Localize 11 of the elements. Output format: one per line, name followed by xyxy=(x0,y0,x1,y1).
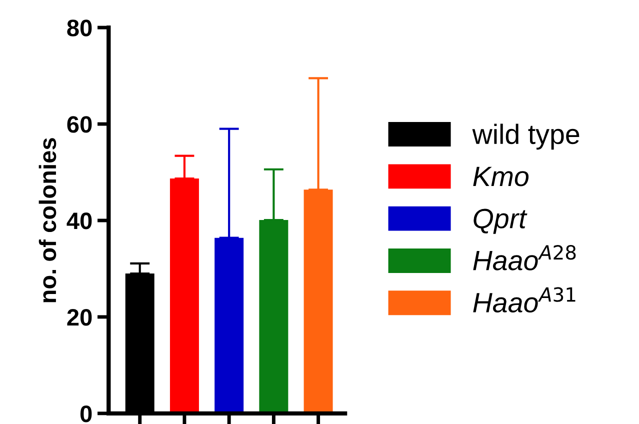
y-tick-label: 40 xyxy=(66,212,92,230)
legend-label: Qprt xyxy=(474,208,528,234)
y-axis-title: no. of colonies xyxy=(38,138,56,302)
legend-label: wild type xyxy=(472,124,580,150)
legend-label: Kmo xyxy=(473,166,529,186)
y-tick-label: 0 xyxy=(80,405,92,422)
legend-label: Haao$^{A28}$ xyxy=(473,245,576,270)
legend-label: Haao$^{A31}$ xyxy=(473,287,576,313)
y-tick-label: 60 xyxy=(67,116,92,133)
y-tick-label: 80 xyxy=(67,20,92,36)
y-tick-label: 20 xyxy=(67,309,92,326)
